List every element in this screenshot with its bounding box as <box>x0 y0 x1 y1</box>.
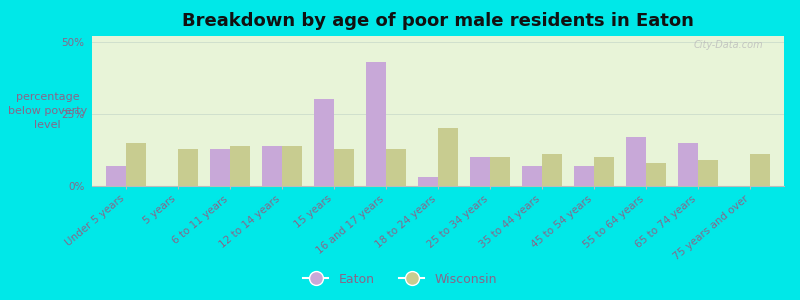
Bar <box>418 177 438 186</box>
Bar <box>646 163 666 186</box>
Bar <box>522 166 542 186</box>
Bar <box>438 128 458 186</box>
Bar <box>678 143 698 186</box>
Bar <box>314 100 334 186</box>
Bar <box>386 148 406 186</box>
Bar <box>594 157 614 186</box>
Bar <box>210 148 230 186</box>
Bar <box>262 146 282 186</box>
Bar <box>282 146 302 186</box>
Bar <box>698 160 718 186</box>
Bar <box>106 166 126 186</box>
Bar <box>178 148 198 186</box>
Bar <box>230 146 250 186</box>
Bar <box>126 143 146 186</box>
Text: City-Data.com: City-Data.com <box>694 40 763 50</box>
Bar <box>574 166 594 186</box>
Bar <box>626 137 646 186</box>
Bar <box>334 148 354 186</box>
Bar <box>490 157 510 186</box>
Bar <box>750 154 770 186</box>
Bar <box>542 154 562 186</box>
Bar <box>366 62 386 186</box>
Text: percentage
below poverty
level: percentage below poverty level <box>8 92 87 130</box>
Bar <box>470 157 490 186</box>
Legend: Eaton, Wisconsin: Eaton, Wisconsin <box>298 268 502 291</box>
Title: Breakdown by age of poor male residents in Eaton: Breakdown by age of poor male residents … <box>182 12 694 30</box>
